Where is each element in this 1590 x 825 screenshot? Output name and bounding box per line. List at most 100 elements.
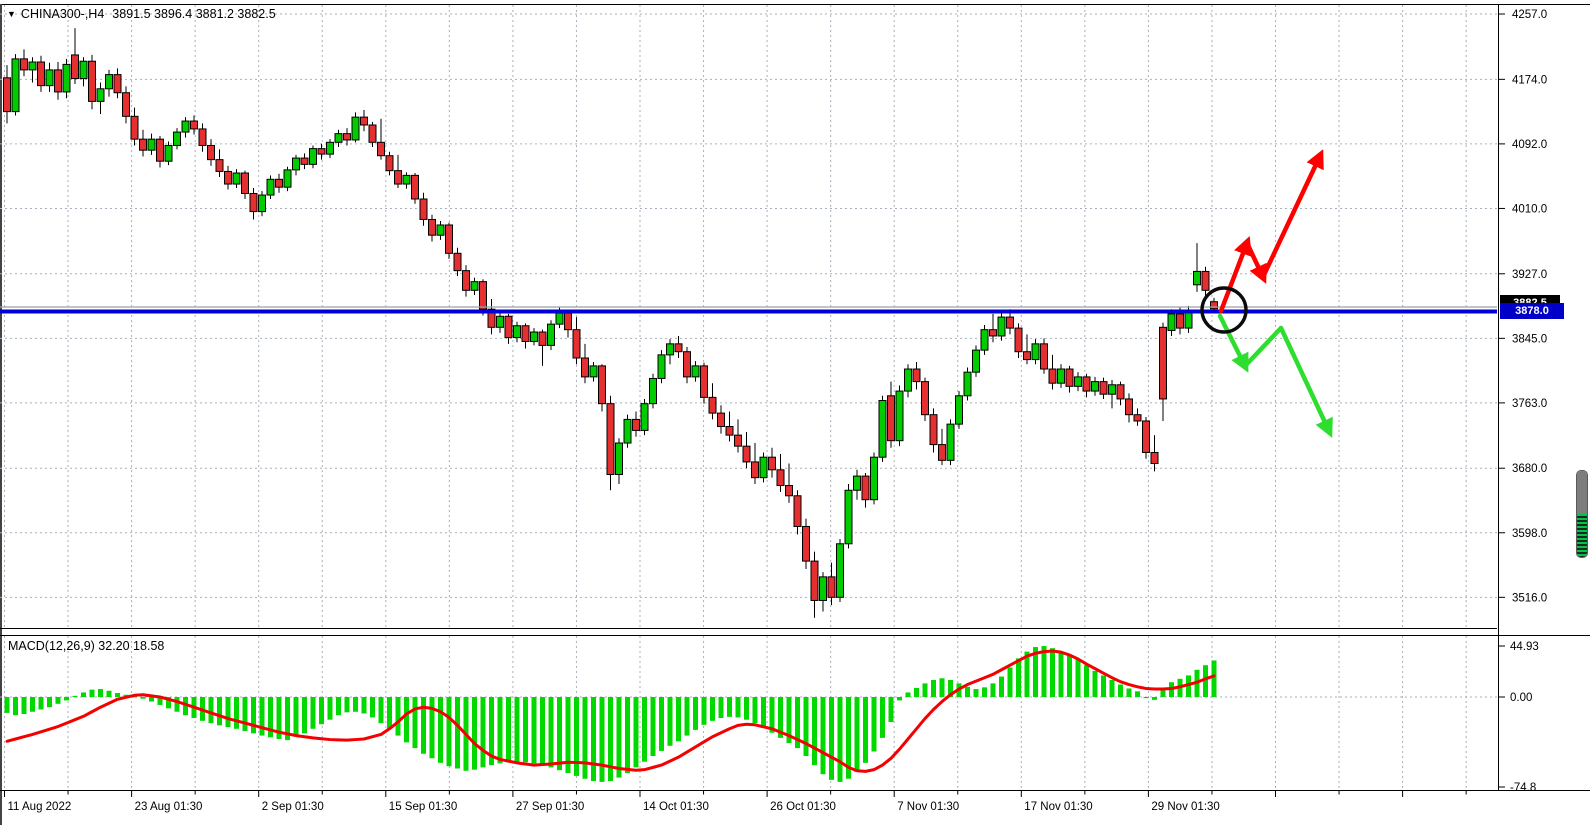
breakout-circle-annotation[interactable]: [1200, 286, 1248, 334]
macd-bar: [837, 697, 843, 782]
macd-axis-label: 44.93: [1510, 641, 1539, 653]
candle-body: [504, 315, 513, 339]
macd-bar: [939, 678, 945, 697]
trend-arrow-green[interactable]: [1217, 313, 1249, 373]
macd-bar: [30, 697, 35, 712]
candle-body: [929, 414, 938, 446]
macd-bar: [438, 697, 443, 763]
price-axis-label: 3598.0: [1512, 528, 1547, 540]
candle-body: [164, 144, 173, 162]
time-axis-label[interactable]: 2 Sep 01:30: [262, 801, 324, 813]
macd-bar: [1186, 675, 1191, 697]
candle-body: [1014, 327, 1023, 353]
candle-body: [147, 138, 156, 151]
time-axis-label[interactable]: 15 Sep 01:30: [389, 801, 457, 813]
candle-body: [836, 543, 844, 598]
candle-body: [368, 124, 377, 143]
candle-body: [334, 133, 343, 143]
macd-bar: [4, 697, 10, 713]
time-axis-label[interactable]: 11 Aug 2022: [8, 801, 72, 813]
macd-bar: [140, 697, 146, 699]
macd-bar: [276, 697, 282, 739]
candle-body: [419, 198, 428, 220]
time-axis-label[interactable]: 27 Sep 01:30: [516, 801, 584, 813]
candle-body: [955, 395, 963, 425]
candle-body: [1201, 270, 1210, 291]
time-axis-label[interactable]: 29 Nov 01:30: [1151, 801, 1219, 813]
candle-body: [88, 60, 96, 102]
time-axis-label[interactable]: 17 Nov 01:30: [1024, 801, 1092, 813]
macd-bar: [982, 687, 987, 697]
time-axis-label[interactable]: 23 Aug 01:30: [135, 801, 203, 813]
ohlc-values: 3891.5 3896.4 3881.2 3882.5: [112, 7, 276, 21]
macd-bar: [1152, 697, 1157, 700]
candle-body: [1057, 368, 1065, 384]
macd-bar: [421, 697, 426, 754]
trend-arrow-green[interactable]: [1242, 325, 1284, 369]
candle-body: [351, 116, 360, 141]
macd-bar: [13, 697, 18, 716]
time-axis-label[interactable]: 26 Oct 01:30: [770, 801, 836, 813]
macd-bar: [183, 697, 188, 716]
candle-body: [283, 169, 292, 188]
macd-bar: [718, 697, 724, 718]
macd-bar: [693, 697, 698, 730]
trend-arrow-green[interactable]: [1278, 325, 1333, 438]
candle-body: [810, 560, 819, 601]
trend-arrow-red[interactable]: [1260, 149, 1324, 280]
candle-body: [1099, 381, 1108, 395]
candle-body: [742, 445, 751, 463]
candle-body: [785, 485, 793, 497]
candle-body: [122, 92, 130, 117]
macd-bar: [208, 697, 214, 724]
candle-body: [402, 174, 411, 185]
candle-body: [802, 525, 810, 562]
candle-body: [1074, 376, 1082, 387]
candle-body: [700, 365, 708, 398]
candle-body: [453, 252, 462, 272]
macd-bar: [531, 697, 537, 764]
candle-body: [156, 138, 164, 162]
macd-bar: [1067, 655, 1072, 697]
candle-body: [436, 224, 445, 236]
candle-body: [725, 425, 734, 436]
macd-bar: [1118, 684, 1123, 697]
candle-body: [1023, 351, 1031, 361]
candle-body: [300, 157, 309, 165]
time-axis-label[interactable]: 7 Nov 01:30: [897, 801, 959, 813]
candle-body: [224, 170, 232, 185]
macd-bar: [319, 697, 324, 725]
macd-bar: [1092, 670, 1098, 697]
macd-bar: [480, 697, 486, 768]
scrollbar-thumb[interactable]: [1576, 470, 1588, 558]
time-axis-label[interactable]: 14 Oct 01:30: [643, 801, 709, 813]
macd-bar: [429, 697, 435, 759]
candle-body: [547, 323, 555, 346]
candle-body: [615, 442, 623, 476]
macd-bar: [1041, 646, 1047, 697]
candle-body: [989, 329, 997, 337]
macd-bar: [1016, 658, 1021, 697]
macd-bar: [72, 695, 78, 697]
macd-bar: [47, 697, 52, 708]
macd-bar: [157, 697, 163, 705]
macd-bar: [914, 687, 919, 697]
macd-bar: [1033, 647, 1038, 697]
candle-body: [1142, 420, 1150, 453]
macd-bar: [38, 697, 44, 710]
trend-arrow-red[interactable]: [1244, 240, 1267, 284]
macd-bar: [846, 697, 851, 779]
macd-bar: [599, 697, 605, 782]
candle-body: [768, 456, 776, 471]
symbol-dropdown-icon[interactable]: ▼: [7, 9, 16, 19]
candle-body: [1150, 451, 1159, 464]
macd-bar: [642, 697, 647, 762]
macd-bar: [251, 697, 256, 734]
macd-bar: [1084, 665, 1089, 697]
macd-bar: [616, 697, 622, 778]
price-axis-label: 4092.0: [1512, 139, 1547, 151]
macd-bar: [149, 697, 154, 702]
trend-arrow-red[interactable]: [1218, 235, 1252, 314]
macd-bar: [676, 697, 681, 742]
